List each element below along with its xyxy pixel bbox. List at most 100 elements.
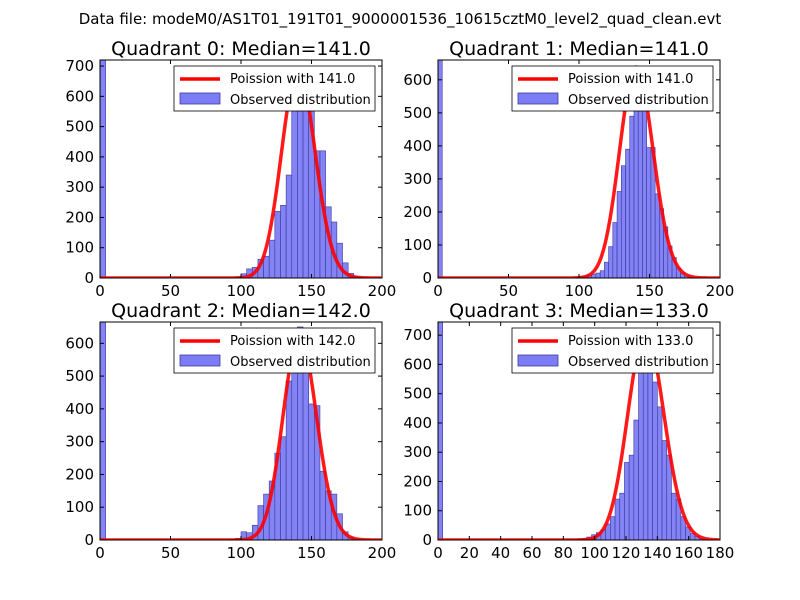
y-tick-label: 0 <box>422 531 432 549</box>
legend-line-label: Poission with 142.0 <box>230 334 355 349</box>
x-tick-label: 40 <box>491 544 510 562</box>
subplot-2: 0 50 100 150 200 0 100 200 300 400 500 600 Quadrant … <box>65 300 396 562</box>
y-tick-label: 500 <box>403 385 432 403</box>
legend-bar-label: Observed distribution <box>568 93 709 108</box>
histogram-bar <box>610 516 616 540</box>
x-tick-label: 0 <box>433 544 443 562</box>
subplot-title: Quadrant 0: Median=141.0 <box>111 38 371 60</box>
histogram-bar <box>652 381 658 540</box>
histogram-bar <box>633 84 639 278</box>
legend-bar-swatch <box>179 354 221 367</box>
histogram-bar <box>100 60 106 278</box>
y-tick-label: 100 <box>65 498 94 516</box>
y-tick-label: 300 <box>403 170 432 188</box>
axes-frame <box>437 321 721 541</box>
legend-line-label: Poission with 141.0 <box>230 72 355 87</box>
x-tick-label: 180 <box>706 544 735 562</box>
x-tick-label: 160 <box>674 544 703 562</box>
histogram-bar <box>302 83 309 278</box>
x-tick-label: 0 <box>95 544 105 562</box>
histogram-bar <box>280 436 287 540</box>
x-tick-label: 150 <box>297 544 326 562</box>
histogram-bar <box>642 352 649 540</box>
histogram-bar <box>638 367 644 540</box>
x-tick-label: 150 <box>635 282 664 300</box>
y-tick-label: 500 <box>403 104 432 122</box>
y-tick-label: 300 <box>403 443 432 461</box>
y-tick-label: 400 <box>65 148 94 166</box>
histogram-bar <box>604 261 609 278</box>
histogram-bar <box>612 222 618 278</box>
histogram-bars <box>438 322 705 540</box>
legend-line-label: Poission with 141.0 <box>568 72 693 87</box>
legend: Poission with 133.0 Observed distribution <box>511 327 714 374</box>
histogram-bar <box>438 60 443 278</box>
legend-bar-label: Observed distribution <box>230 355 371 370</box>
y-tick-label: 500 <box>65 118 94 136</box>
y-tick-label: 200 <box>403 203 432 221</box>
histogram-bar <box>274 211 281 278</box>
subplot-title: Quadrant 1: Median=141.0 <box>449 38 709 60</box>
legend: Poission with 142.0 Observed distribution <box>173 327 376 374</box>
y-tick-label: 600 <box>65 334 94 352</box>
histogram-bar <box>619 492 625 540</box>
histogram-bar <box>285 174 293 278</box>
x-tick-label: 60 <box>522 544 541 562</box>
y-tick-label: 0 <box>422 269 432 287</box>
y-tick-label: 400 <box>403 414 432 432</box>
legend: Poission with 141.0 Observed distribution <box>511 65 714 112</box>
x-tick-label: 100 <box>227 282 256 300</box>
subplot-title: Quadrant 2: Median=142.0 <box>111 300 371 322</box>
histogram-bar <box>263 255 270 278</box>
y-tick-label: 600 <box>403 71 432 89</box>
x-tick-label: 0 <box>433 282 443 300</box>
y-tick-label: 100 <box>403 502 432 520</box>
histogram-bar <box>642 104 647 278</box>
y-tick-label: 400 <box>403 137 432 155</box>
histogram-bar <box>280 205 287 278</box>
x-tick-label: 0 <box>95 282 105 300</box>
histogram-bar <box>646 147 652 278</box>
histogram-bar <box>624 462 630 540</box>
x-tick-label: 100 <box>227 544 256 562</box>
x-tick-label: 50 <box>161 544 180 562</box>
legend-bar-swatch <box>517 354 559 367</box>
x-tick-label: 200 <box>368 544 397 562</box>
subplot-0: 0 50 100 150 200 0 100 200 300 400 500 600 700 Quadra… <box>65 38 396 300</box>
x-tick-label: 200 <box>706 282 735 300</box>
x-tick-label: 140 <box>643 544 672 562</box>
histogram-bar <box>671 492 677 540</box>
x-tick-label: 120 <box>612 544 641 562</box>
histogram-bar <box>595 272 601 278</box>
legend-line-label: Poission with 133.0 <box>568 334 693 349</box>
histogram-bar <box>628 454 635 540</box>
y-tick-label: 0 <box>84 531 94 549</box>
histogram-bar <box>268 239 276 278</box>
histogram-bar <box>285 380 293 540</box>
histogram-bar <box>625 148 631 278</box>
histogram-bar <box>100 322 106 540</box>
legend-bar-label: Observed distribution <box>568 355 709 370</box>
y-tick-label: 200 <box>65 465 94 483</box>
histogram-bar <box>629 115 635 278</box>
x-tick-label: 150 <box>297 282 326 300</box>
x-tick-label: 20 <box>460 544 479 562</box>
x-tick-label: 100 <box>580 544 609 562</box>
legend-bar-swatch <box>179 92 221 105</box>
y-tick-label: 500 <box>65 367 94 385</box>
y-tick-label: 200 <box>65 208 94 226</box>
histogram-bar <box>319 470 326 540</box>
y-tick-label: 400 <box>65 400 94 418</box>
subplot-1: 0 50 100 150 200 0 100 200 300 400 500 600 Quadrant … <box>403 38 734 300</box>
histogram-bar <box>438 322 443 540</box>
legend-bar-label: Observed distribution <box>230 93 371 108</box>
legend: Poission with 141.0 Observed distribution <box>173 65 376 112</box>
figure-suptitle: Data file: modeM0/AS1T01_191T01_90000015… <box>79 10 722 29</box>
histogram-bar <box>616 191 622 278</box>
x-tick-label: 50 <box>161 282 180 300</box>
y-tick-label: 600 <box>65 87 94 105</box>
y-tick-label: 300 <box>65 178 94 196</box>
histogram-bar <box>608 246 614 278</box>
x-tick-label: 80 <box>554 544 573 562</box>
